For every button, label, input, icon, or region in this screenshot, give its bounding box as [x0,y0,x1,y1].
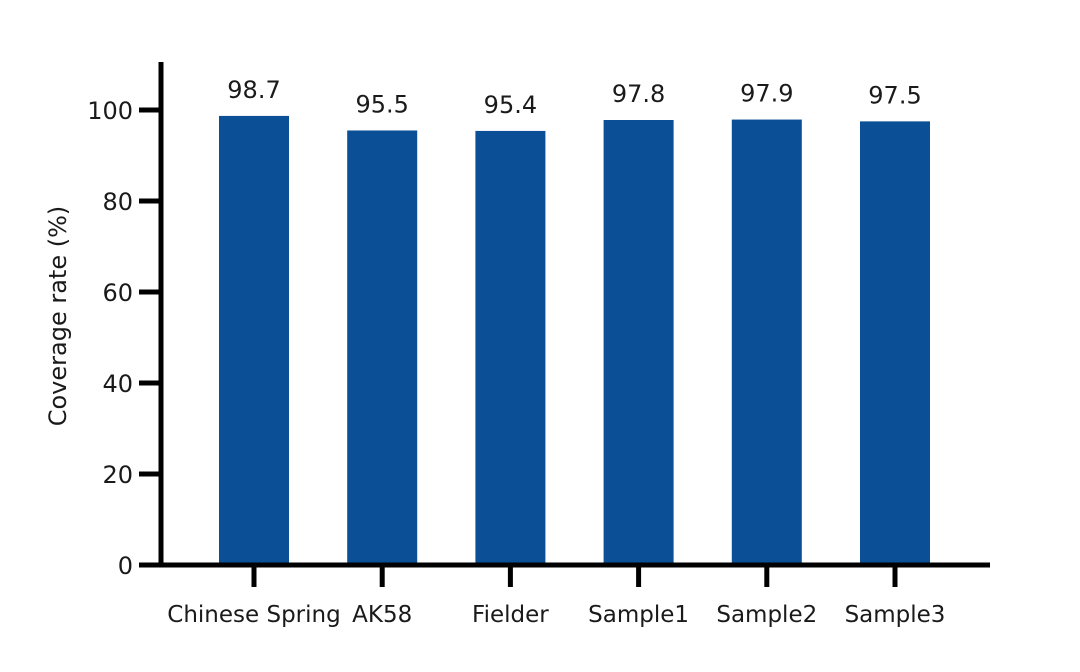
x-tick-label: Chinese Spring [167,602,340,628]
labels-layer: 98.7 Chinese Spring 95.5 AK58 95.4 Fielder 97.… [87,76,945,628]
x-tick-label: Sample2 [716,602,817,628]
x-tick-label: Sample1 [588,602,689,628]
bar-value-label: 95.4 [484,91,537,119]
bar-sample3 [860,121,930,565]
bar-value-label: 98.7 [227,76,280,104]
y-tick-label: 100 [87,97,133,125]
y-tick-label: 40 [102,370,133,398]
bar-sample2 [731,119,802,566]
y-tick-label: 60 [102,279,133,307]
bar-value-label: 97.8 [612,80,665,108]
y-axis-title: Coverage rate (%) [44,206,72,427]
y-tick-label: 20 [102,461,133,489]
bar-value-label: 97.5 [868,81,921,109]
x-tick-label: AK58 [352,602,412,628]
bar-ak58 [347,130,418,565]
axes-layer [139,62,990,587]
bar-value-label: 95.5 [355,90,408,118]
bar-value-label: 97.9 [740,80,793,108]
y-tick-label: 0 [118,552,133,580]
x-tick-label: Sample3 [845,602,946,628]
bar-chinese-spring [219,115,289,565]
bar-sample1 [603,120,674,565]
y-tick-label: 80 [102,188,133,216]
x-tick-label: Fielder [472,602,549,628]
bars-layer [219,115,930,566]
bar-fielder [475,130,546,565]
